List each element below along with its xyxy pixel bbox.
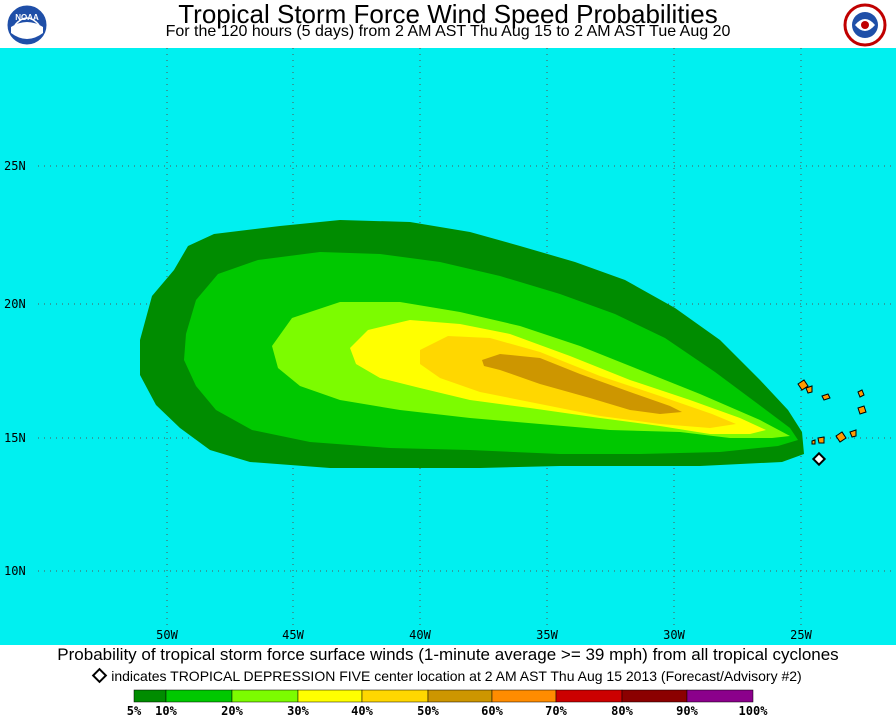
probability-contour-50 (482, 354, 682, 414)
legend-labels: 5% 10% 20% 30% 40% 50% 60% 70% 80% 90% 100% (127, 704, 768, 716)
lat-label-20n: 20N (4, 297, 26, 311)
lon-label-45w: 45W (282, 628, 304, 642)
marker-note-text: indicates TROPICAL DEPRESSION FIVE cente… (111, 668, 802, 684)
legend-label: 40% (351, 704, 373, 716)
legend-label: 20% (221, 704, 243, 716)
map-subtitle: For the 120 hours (5 days) from 2 AM AST… (165, 23, 731, 40)
legend-swatch (491, 689, 557, 703)
legend-label: 60% (481, 704, 503, 716)
legend-label: 80% (611, 704, 633, 716)
legend-label: 10% (155, 704, 177, 716)
legend-swatches (133, 689, 754, 703)
noaa-logo-icon: NOAA (6, 4, 48, 46)
marker-note: indicates TROPICAL DEPRESSION FIVE cente… (0, 667, 896, 685)
probability-caption: Probability of tropical storm force surf… (57, 645, 839, 664)
probability-map: 25N 20N 15N 10N 50W 45W 40W 35W 30W 25W (0, 48, 896, 645)
legend-label: 50% (417, 704, 439, 716)
lon-label-35w: 35W (536, 628, 558, 642)
legend-swatch (165, 689, 233, 703)
legend-swatch (555, 689, 623, 703)
lon-label-25w: 25W (790, 628, 812, 642)
footer: Probability of tropical storm force surf… (0, 645, 896, 716)
legend-swatch (686, 689, 754, 703)
legend-label: 90% (676, 704, 698, 716)
noaa-logo-text: NOAA (15, 13, 39, 22)
lat-label-10n: 10N (4, 564, 26, 578)
nws-logo-icon (843, 3, 887, 47)
legend-swatch (427, 689, 493, 703)
legend-label: 30% (287, 704, 309, 716)
storm-center-diamond-icon (811, 451, 827, 467)
lon-label-50w: 50W (156, 628, 178, 642)
legend-label: 70% (545, 704, 567, 716)
lat-label-25n: 25N (4, 159, 26, 173)
header: NOAA Tropical Storm Force Wind Speed Pro… (0, 0, 896, 48)
legend-swatch (231, 689, 299, 703)
lat-label-15n: 15N (4, 431, 26, 445)
legend-swatch (297, 689, 363, 703)
legend-swatch (621, 689, 688, 703)
legend-label: 5% (127, 704, 142, 716)
cape-verde-islands (797, 379, 867, 445)
map-title: Tropical Storm Force Wind Speed Probabil… (178, 0, 718, 29)
lon-label-40w: 40W (409, 628, 431, 642)
lon-label-30w: 30W (663, 628, 685, 642)
legend-label: 100% (739, 704, 769, 716)
probability-legend: 5% 10% 20% 30% 40% 50% 60% 70% 80% 90% 100% (127, 689, 768, 716)
legend-swatch (361, 689, 429, 703)
legend-swatch (133, 689, 167, 703)
